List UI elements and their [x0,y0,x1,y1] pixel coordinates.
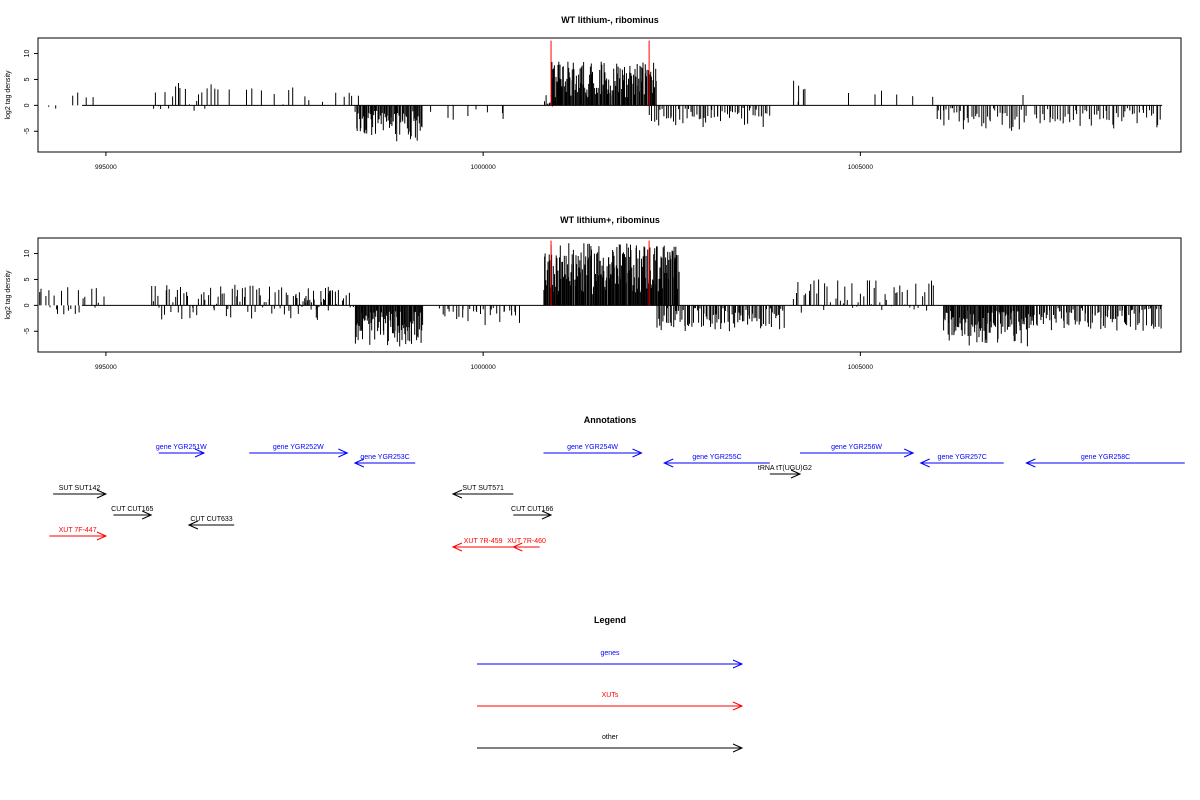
bars [39,243,1162,347]
feature-label: gene YGR251W [156,444,207,451]
strand-arrowhead [541,510,553,520]
y-axis-label: log2 tag density [5,70,12,120]
x-tick-label: 1005000 [848,364,874,371]
annotation-feature: gene YGR258C [1025,454,1185,468]
annotation-feature: gene YGR251W [156,444,207,458]
legend: Legend genes XUTs other [477,615,744,753]
x-axis: 995000 1000000 1005000 [95,352,873,371]
x-tick-label: 1000000 [470,364,496,371]
annotation-feature: CUT CUT633 [187,516,235,530]
feature-label: gene YGR256W [831,444,882,451]
track-panel-lithium-minus: WT lithium-, ribominus log2 tag density … [5,15,1182,171]
annotation-feature: XUT 7F-447 [49,527,108,541]
legend-arrowhead [732,701,744,711]
strand-arrowhead [790,469,802,479]
feature-label: SUT SUT571 [462,485,504,492]
y-tick-label: 10 [24,50,31,58]
annotation-feature: gene YGR252W [249,444,349,458]
feature-label: gene YGR255C [692,454,741,461]
strand-arrowhead [353,458,365,468]
bars [48,61,1161,142]
strand-arrowhead [451,489,463,499]
track-panel-lithium-plus: WT lithium+, ribominus log2 tag density … [5,215,1182,371]
strand-arrowhead [194,448,206,458]
annotation-feature: gene YGR254W [543,444,643,458]
y-axis: -5 0 5 10 [24,50,39,134]
annotation-features: gene YGR251W gene YGR252W gene YGR253C gene… [49,444,1185,552]
annotation-feature: gene YGR253C [353,454,416,468]
feature-label: gene YGR258C [1081,454,1130,461]
legend-item: XUTs [477,692,744,711]
feature-label: gene YGR253C [360,454,409,461]
y-tick-label: 5 [24,77,31,81]
strand-arrowhead [662,458,674,468]
panel-title: WT lithium+, ribominus [560,215,660,225]
marker-lines [550,240,650,306]
y-tick-label: 5 [24,277,31,281]
annotation-feature: XUT 7R-459 [451,538,514,552]
feature-label: XUT 7F-447 [59,527,97,534]
legend-title: Legend [594,615,626,625]
legend-arrowhead [732,659,744,669]
annotation-feature: gene YGR255C [662,454,770,468]
legend-label: XUTs [602,692,619,699]
legend-items: genes XUTs other [477,650,744,753]
feature-label: CUT CUT633 [190,516,232,523]
strand-arrowhead [338,448,349,458]
x-tick-label: 1005000 [848,164,874,171]
legend-arrowhead [732,743,744,753]
strand-arrowhead [1025,458,1036,468]
y-tick-label: 0 [24,303,31,307]
feature-label: XUT 7R-460 [507,538,546,545]
feature-label: CUT CUT165 [111,506,153,513]
x-axis: 995000 1000000 1005000 [95,152,873,171]
strand-arrowhead [903,448,915,458]
strand-arrowhead [451,542,463,552]
annotation-feature: SUT SUT142 [53,485,108,499]
annotation-feature: CUT CUT165 [111,506,154,520]
annotation-feature: gene YGR257C [919,454,1004,468]
strand-arrowhead [96,531,108,541]
x-tick-label: 995000 [95,364,117,371]
annotations-panel: Annotations gene YGR251W gene YGR252Wgene… [49,415,1185,552]
legend-label: genes [600,650,620,657]
feature-label: SUT SUT142 [59,485,101,492]
panel-title: WT lithium-, ribominus [561,15,659,25]
y-tick-label: -5 [24,328,31,334]
strand-arrowhead [919,458,930,468]
y-tick-label: 0 [24,103,31,107]
feature-label: gene YGR254W [567,444,618,451]
strand-arrowhead [96,489,108,499]
annotations-title: Annotations [584,415,637,425]
annotation-feature: gene YGR256W [800,444,915,458]
legend-label: other [602,734,619,741]
y-axis-label: log2 tag density [5,270,12,320]
feature-label: XUT 7R-459 [464,538,503,545]
x-tick-label: 995000 [95,164,117,171]
annotation-feature: CUT CUT166 [511,506,553,520]
x-tick-label: 1000000 [470,164,496,171]
feature-label: CUT CUT166 [511,506,553,513]
y-tick-label: 10 [24,250,31,258]
feature-label: gene YGR252W [273,444,324,451]
annotation-feature: XUT 7R-460 [507,538,546,552]
y-tick-label: -5 [24,128,31,134]
legend-item: other [477,734,744,753]
strand-arrowhead [141,510,153,520]
feature-label: gene YGR257C [938,454,987,461]
y-axis: -5 0 5 10 [24,250,39,334]
feature-label: tRNA tT(UGU)G2 [758,465,812,472]
strand-arrowhead [632,448,643,458]
strand-arrowhead [187,520,199,530]
marker-lines [550,40,650,106]
annotation-feature: tRNA tT(UGU)G2 [758,465,812,479]
strand-arrowhead [512,542,523,552]
legend-item: genes [477,650,744,669]
annotation-feature: SUT SUT571 [451,485,514,499]
